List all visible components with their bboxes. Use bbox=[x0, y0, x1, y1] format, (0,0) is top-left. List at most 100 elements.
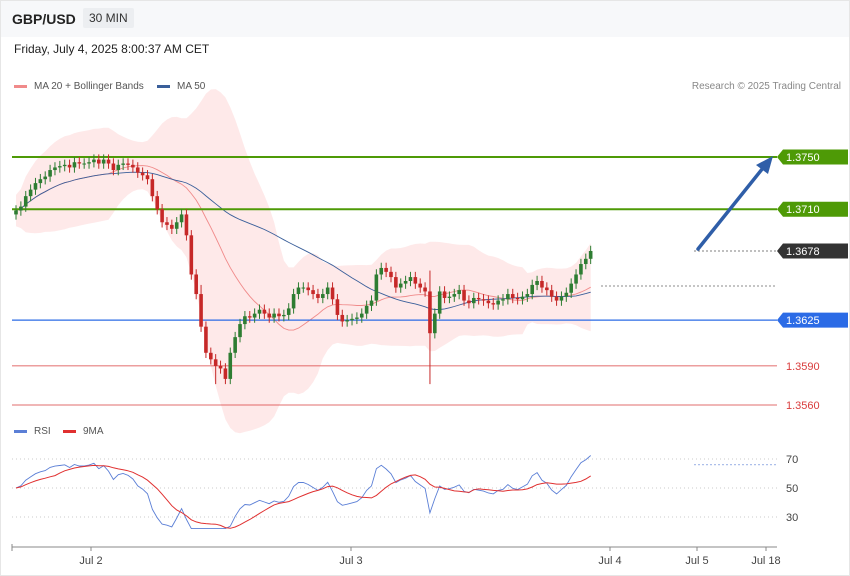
candle bbox=[101, 154, 106, 169]
candle bbox=[340, 309, 345, 327]
candle-body bbox=[58, 166, 62, 168]
candle bbox=[403, 275, 408, 289]
legend-ma50: MA 50 bbox=[157, 81, 205, 92]
candle bbox=[549, 284, 554, 302]
candle-body bbox=[559, 296, 564, 301]
candle-body bbox=[301, 287, 306, 289]
level-label-current: 1.3678 bbox=[786, 246, 820, 258]
candle-body bbox=[583, 258, 588, 265]
rsi-tick-label: 30 bbox=[786, 512, 798, 524]
timeframe-badge[interactable]: 30 MIN bbox=[83, 8, 134, 28]
candle bbox=[359, 308, 364, 323]
candle bbox=[33, 177, 38, 195]
candle-body bbox=[179, 214, 184, 223]
candle bbox=[92, 154, 96, 168]
candle-body bbox=[282, 314, 286, 317]
candle-body bbox=[530, 284, 535, 295]
candle bbox=[384, 262, 388, 278]
candle-body bbox=[135, 167, 140, 173]
candle-body bbox=[403, 281, 408, 284]
candle-body bbox=[121, 163, 125, 165]
candle-body bbox=[170, 224, 174, 229]
candle-body bbox=[194, 274, 198, 295]
candle bbox=[583, 253, 588, 270]
candle-body bbox=[369, 300, 374, 306]
legend-rsi-label: RSI bbox=[34, 426, 51, 437]
candle-body bbox=[398, 283, 403, 288]
pair-title: GBP/USD bbox=[12, 11, 76, 27]
candle-body bbox=[277, 313, 281, 317]
candle bbox=[413, 271, 418, 289]
candle bbox=[67, 159, 72, 173]
candle-body bbox=[515, 297, 520, 300]
level-label-resistance: 1.3710 bbox=[786, 204, 820, 216]
candle-body bbox=[471, 297, 476, 304]
candle-body bbox=[43, 176, 48, 180]
candle bbox=[394, 271, 398, 293]
candle-body bbox=[53, 167, 57, 171]
candle bbox=[213, 354, 218, 385]
candle bbox=[588, 245, 593, 265]
candle bbox=[48, 164, 52, 182]
level-lines: 1.3750 1.3710 1.3678 1.3625 1.3590 1.3560 bbox=[12, 149, 848, 412]
candle bbox=[218, 360, 223, 374]
candle bbox=[170, 219, 174, 235]
level-label-support: 1.3625 bbox=[786, 315, 820, 327]
candle bbox=[77, 157, 82, 169]
candle bbox=[452, 288, 457, 302]
candle bbox=[476, 292, 481, 305]
candle bbox=[467, 295, 471, 309]
level-label-resistance: 1.3750 bbox=[786, 152, 820, 164]
header-bar: GBP/USD 30 MIN bbox=[1, 1, 849, 37]
level-tag-resistance bbox=[777, 149, 848, 165]
legend-9ma: 9MA bbox=[63, 426, 104, 437]
candle bbox=[87, 157, 91, 169]
candle-body bbox=[77, 162, 82, 164]
forecast-arrow-shaft bbox=[696, 166, 765, 251]
candle bbox=[116, 159, 121, 176]
candle bbox=[286, 303, 291, 321]
candle-body bbox=[247, 316, 252, 318]
candle bbox=[457, 284, 461, 300]
candle bbox=[58, 160, 62, 173]
candle-body bbox=[467, 300, 471, 304]
candle bbox=[530, 279, 535, 300]
candle bbox=[335, 294, 340, 321]
candle bbox=[442, 286, 447, 304]
candle-body bbox=[291, 294, 296, 309]
ma50-line bbox=[15, 171, 591, 310]
candle bbox=[72, 157, 77, 173]
candle-body bbox=[28, 189, 33, 197]
candle bbox=[160, 203, 164, 228]
candle-body bbox=[384, 267, 388, 272]
research-credit: Research © 2025 Trading Central bbox=[691, 81, 841, 92]
candle-body bbox=[311, 290, 315, 295]
candle bbox=[471, 292, 476, 309]
candle-body bbox=[111, 163, 116, 171]
candle bbox=[423, 282, 427, 297]
legend-9ma-label: 9MA bbox=[83, 426, 104, 437]
candle bbox=[418, 278, 423, 293]
candle bbox=[165, 217, 169, 231]
candle bbox=[564, 287, 569, 302]
candle bbox=[554, 291, 559, 306]
candle bbox=[257, 304, 262, 319]
candle-body bbox=[316, 294, 320, 298]
candle bbox=[525, 288, 530, 302]
x-tick-label: Jul 18 bbox=[751, 555, 780, 567]
candle-body bbox=[150, 179, 155, 197]
candle-body bbox=[189, 235, 194, 275]
candle bbox=[179, 209, 184, 228]
legend-ma50-label: MA 50 bbox=[177, 81, 206, 92]
candle-body bbox=[359, 313, 364, 318]
candle bbox=[150, 173, 155, 202]
candle-body bbox=[243, 316, 247, 325]
candle-body bbox=[433, 313, 437, 334]
candle bbox=[121, 158, 125, 171]
candle-body bbox=[306, 287, 310, 291]
legend-ma20-label: MA 20 + Bollinger Bands bbox=[34, 81, 144, 92]
candle bbox=[155, 190, 160, 215]
candle bbox=[311, 284, 315, 300]
rsi-tick-label: 50 bbox=[786, 483, 798, 495]
